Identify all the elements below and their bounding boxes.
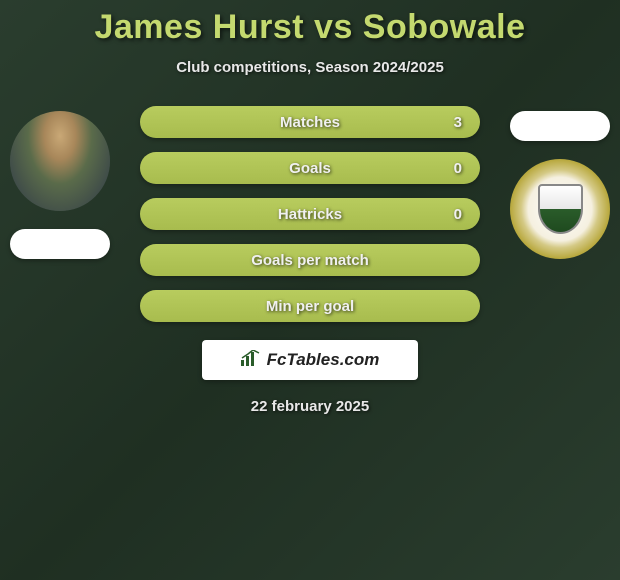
branding-badge: FcTables.com [202,340,418,380]
content-area: Matches 3 Goals 0 Hattricks 0 Goals per … [0,106,620,322]
club-crest-placeholder [510,159,610,259]
stat-label: Goals per match [251,252,369,269]
stat-row-hattricks: Hattricks 0 [140,198,480,230]
stats-list: Matches 3 Goals 0 Hattricks 0 Goals per … [140,106,480,322]
subtitle: Club competitions, Season 2024/2025 [0,59,620,76]
player-right-country-badge [510,111,610,141]
player-right-avatar [510,159,610,259]
stat-label: Hattricks [278,206,342,223]
stat-value-right: 0 [454,160,462,177]
avatar-photo-placeholder [10,111,110,211]
stat-row-goals-per-match: Goals per match [140,244,480,276]
player-right-column [510,111,610,259]
crest-shield-icon [538,184,583,234]
stat-row-matches: Matches 3 [140,106,480,138]
page-title: James Hurst vs Sobowale [0,8,620,47]
player-left-column [10,111,110,259]
date-text: 22 february 2025 [0,398,620,415]
infographic-container: James Hurst vs Sobowale Club competition… [0,0,620,415]
stat-value-right: 0 [454,206,462,223]
branding-text: FcTables.com [267,350,380,370]
stat-row-min-per-goal: Min per goal [140,290,480,322]
player-left-country-badge [10,229,110,259]
stat-value-right: 3 [454,114,462,131]
stat-row-goals: Goals 0 [140,152,480,184]
stat-label: Matches [280,114,340,131]
player-left-avatar [10,111,110,211]
stat-label: Min per goal [266,298,354,315]
stat-label: Goals [289,160,331,177]
chart-icon [241,350,261,371]
